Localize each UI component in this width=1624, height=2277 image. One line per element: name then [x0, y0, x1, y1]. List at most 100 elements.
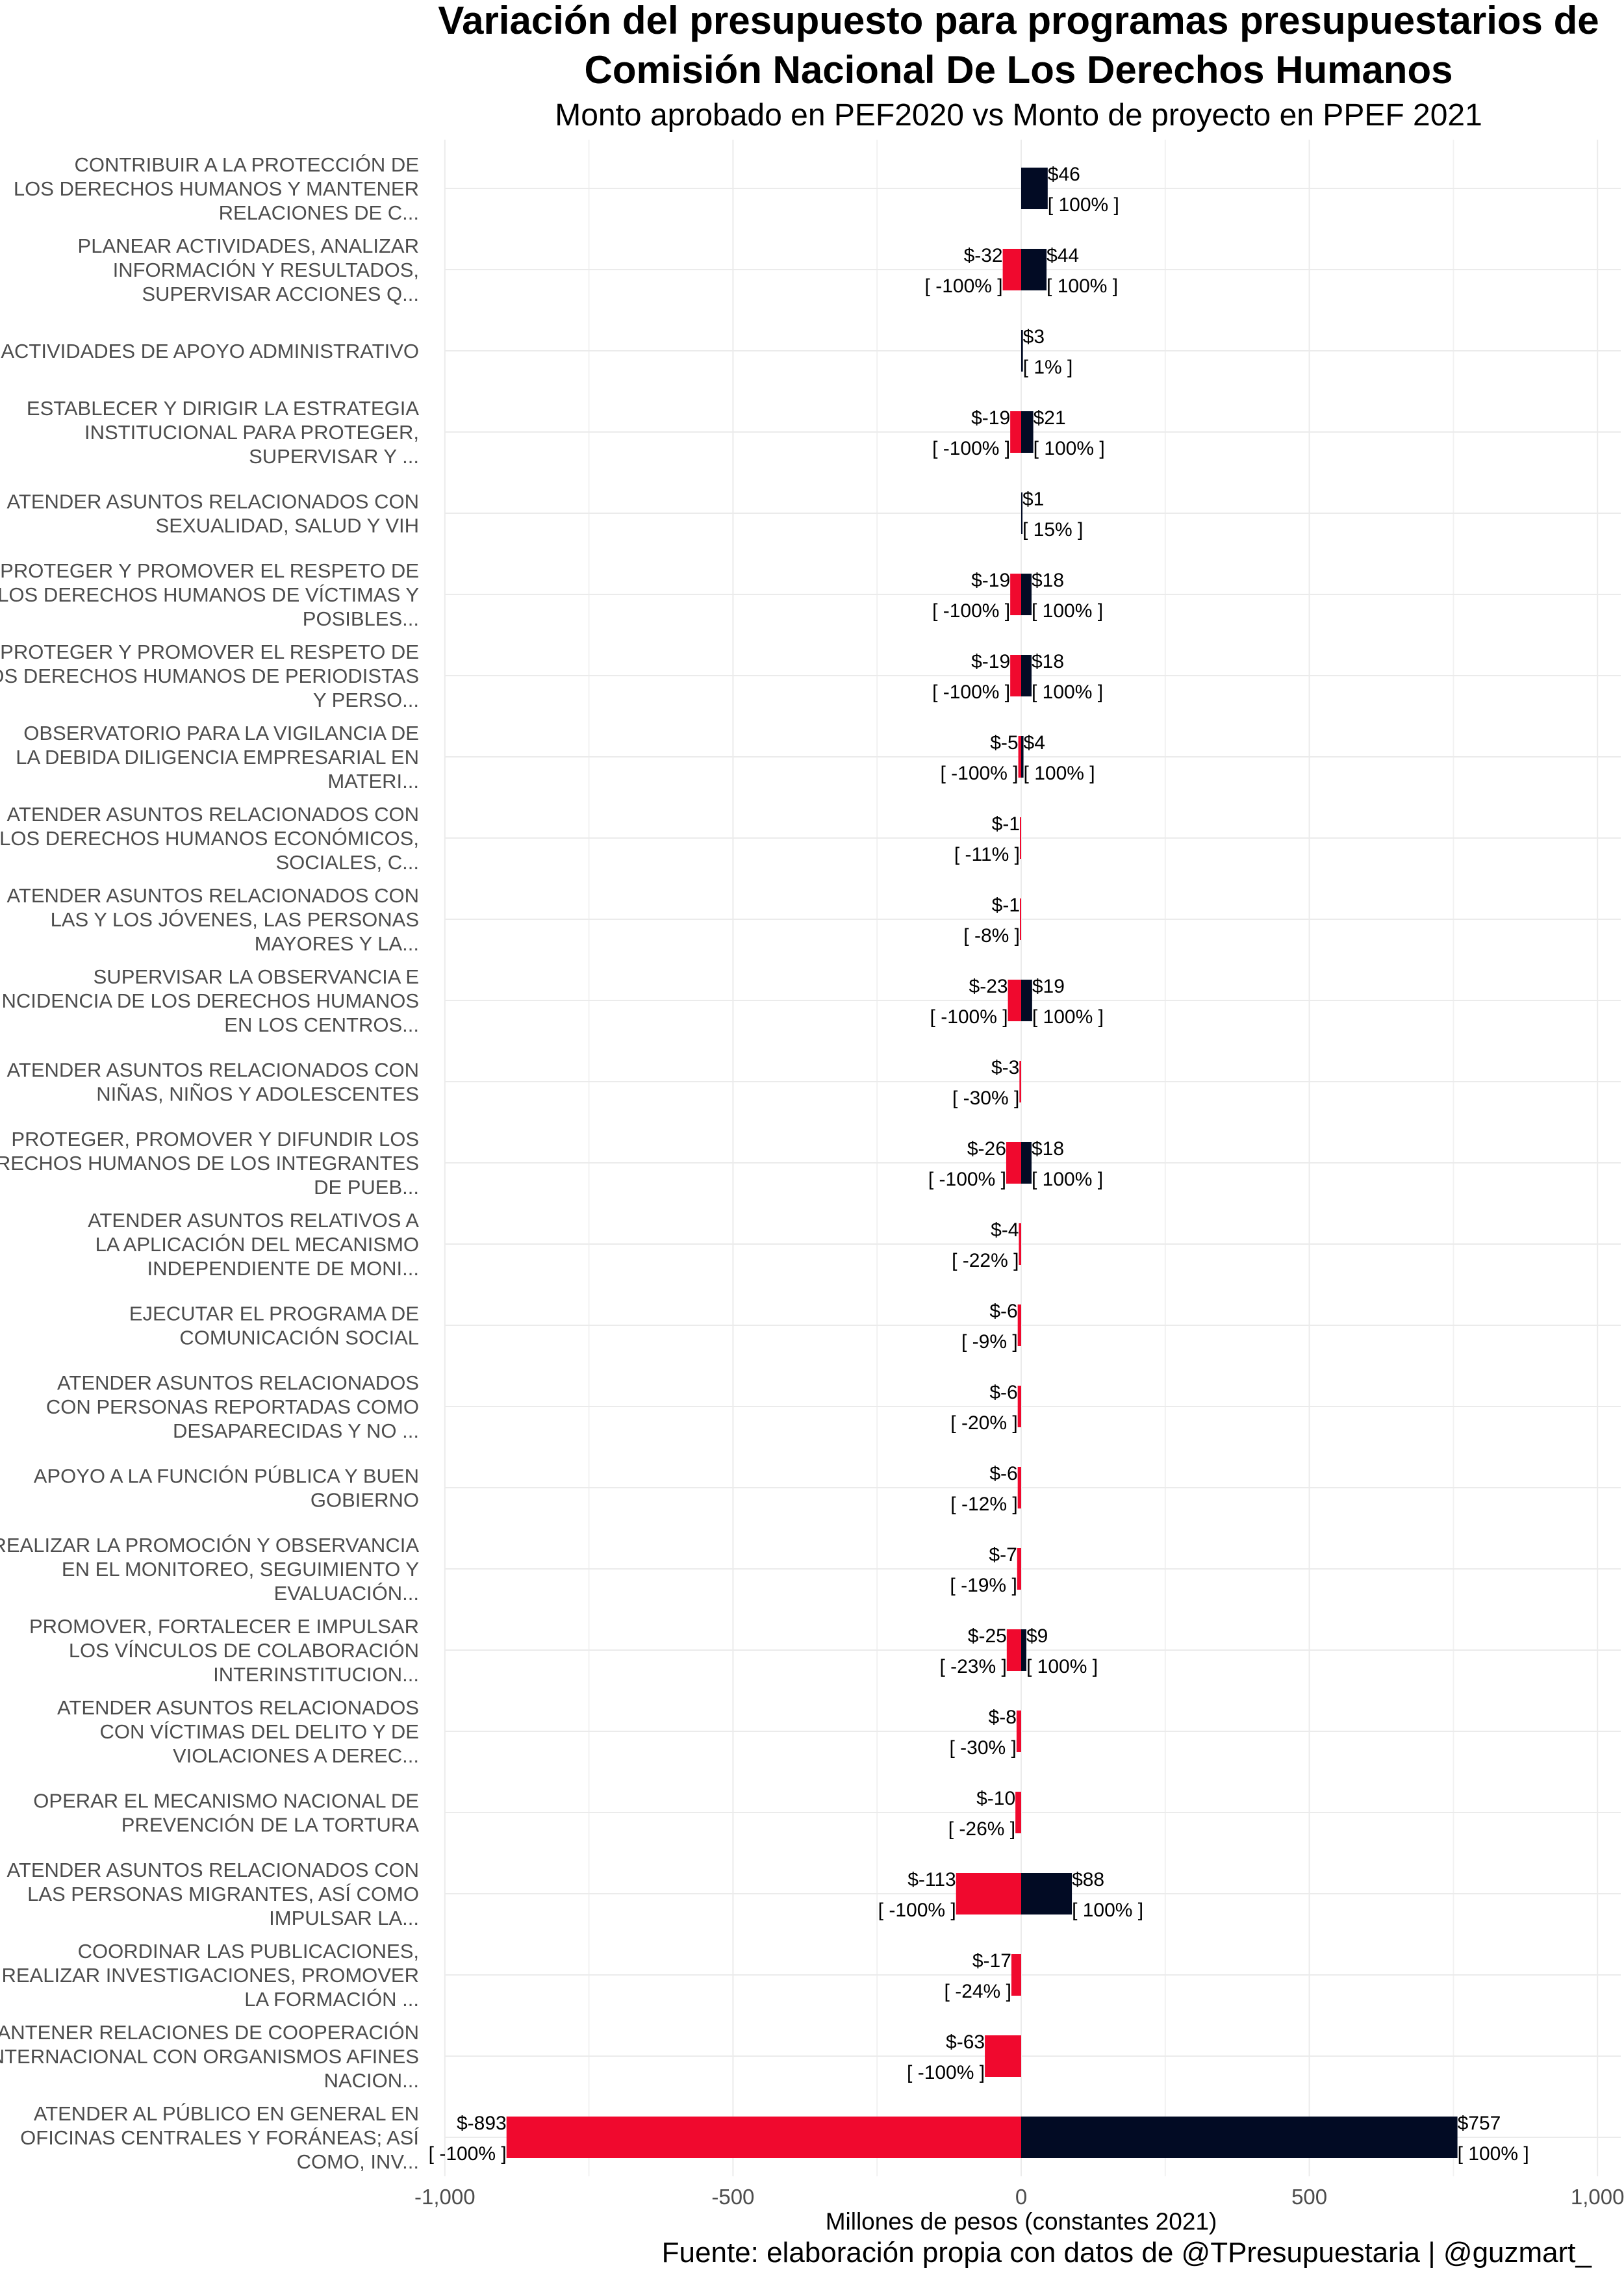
positive-bar	[1021, 330, 1023, 372]
category-label: INFORMACIÓN Y RESULTADOS,	[113, 259, 419, 281]
category-label: INCIDENCIA DE LOS DERECHOS HUMANOS	[0, 989, 419, 1012]
negative-pct-label: [ -100% ]	[429, 2143, 507, 2165]
category-label: COORDINAR LAS PUBLICACIONES,	[78, 1940, 419, 1963]
negative-bar	[1010, 411, 1021, 453]
positive-bar	[1021, 1873, 1072, 1914]
negative-pct-label: [ -30% ]	[950, 1737, 1017, 1759]
positive-bar	[1021, 736, 1024, 778]
negative-value-label: $-113	[907, 1869, 956, 1890]
negative-pct-label: [ -22% ]	[952, 1250, 1019, 1271]
negative-bar	[1015, 1792, 1021, 1833]
category-label: INSTITUCIONAL PARA PROTEGER,	[84, 421, 419, 444]
positive-pct-label: [ 1% ]	[1023, 357, 1073, 378]
positive-bar	[1021, 574, 1032, 615]
category-label: ATENDER ASUNTOS RELACIONADOS	[57, 1371, 419, 1394]
category-label: ATENDER ASUNTOS RELACIONADOS CON	[7, 884, 419, 907]
category-label: COMUNICACIÓN SOCIAL	[179, 1327, 419, 1349]
negative-bar	[1011, 1954, 1021, 1996]
negative-bar	[1019, 1223, 1021, 1265]
positive-bar	[1021, 168, 1048, 209]
category-label: PLANEAR ACTIVIDADES, ANALIZAR	[78, 235, 419, 257]
category-label: EN LOS CENTROS...	[224, 1013, 419, 1036]
category-label: ATENDER ASUNTOS RELACIONADOS CON	[7, 490, 419, 513]
negative-value-label: $-23	[969, 976, 1008, 997]
negative-value-label: $-19	[971, 570, 1010, 591]
positive-bar	[1021, 2117, 1458, 2158]
category-label: LOS VÍNCULOS DE COLABORACIÓN	[69, 1639, 419, 1662]
category-label: ATENDER ASUNTOS RELACIONADOS CON	[7, 1059, 419, 1082]
negative-pct-label: [ -11% ]	[954, 844, 1020, 865]
negative-pct-label: [ -26% ]	[948, 1818, 1015, 1840]
negative-bar	[1006, 1142, 1021, 1184]
negative-value-label: $-4	[991, 1219, 1019, 1241]
negative-value-label: $-1	[992, 895, 1020, 916]
positive-value-label: $18	[1032, 651, 1064, 672]
positive-bar	[1021, 249, 1047, 290]
category-label: APOYO A LA FUNCIÓN PÚBLICA Y BUEN	[34, 1465, 419, 1488]
category-label: REALIZAR LA PROMOCIÓN Y OBSERVANCIA	[0, 1534, 419, 1557]
negative-value-label: $-1	[992, 813, 1020, 835]
negative-bar	[1017, 1386, 1021, 1427]
positive-pct-label: [ 100% ]	[1072, 1900, 1143, 1921]
x-tick-labels-layer: -1,000 -500 0 500 1,000	[414, 2185, 1624, 2209]
positive-pct-label: [ 100% ]	[1047, 275, 1118, 297]
positive-value-label: $757	[1458, 2113, 1501, 2134]
category-label: LOS DERECHOS HUMANOS DE PERIODISTAS	[0, 665, 419, 687]
negative-pct-label: [ -30% ]	[952, 1088, 1019, 1109]
category-label: POSIBLES...	[303, 607, 419, 630]
negative-value-label: $-7	[989, 1544, 1017, 1566]
positive-pct-label: [ 100% ]	[1032, 681, 1103, 703]
positive-value-label: $44	[1047, 245, 1079, 266]
negative-bar	[1008, 980, 1021, 1021]
negative-bar	[1017, 1304, 1021, 1346]
x-tick-label: 1,000	[1571, 2185, 1624, 2209]
category-label: ACTIVIDADES DE APOYO ADMINISTRATIVO	[1, 340, 419, 363]
x-tick-label: 0	[1015, 2185, 1027, 2209]
positive-bar	[1021, 492, 1022, 534]
category-label: ATENDER ASUNTOS RELACIONADOS CON	[7, 803, 419, 826]
negative-bar	[1018, 736, 1021, 778]
negative-pct-label: [ -24% ]	[945, 1981, 1011, 2002]
category-label: MAYORES Y LA...	[255, 932, 419, 955]
positive-bar	[1021, 1629, 1026, 1671]
category-label: ATENDER ASUNTOS RELACIONADOS CON	[7, 1859, 419, 1881]
negative-bar	[506, 2117, 1021, 2158]
positive-pct-label: [ 100% ]	[1034, 438, 1105, 459]
bars-layer	[506, 168, 1458, 2158]
negative-bar	[1019, 1061, 1021, 1102]
negative-value-label: $-6	[989, 1382, 1017, 1403]
positive-pct-label: [ 100% ]	[1032, 1169, 1103, 1190]
positive-pct-label: [ 100% ]	[1032, 1006, 1104, 1028]
category-label: OPERAR EL MECANISMO NACIONAL DE	[33, 1790, 419, 1813]
positive-value-label: $18	[1032, 1138, 1064, 1160]
negative-bar	[1006, 1629, 1021, 1671]
category-label: NACION...	[324, 2069, 419, 2092]
chart-title-line1: Variación del presupuesto para programas…	[438, 0, 1599, 42]
category-label: MATERI...	[327, 770, 419, 793]
positive-value-label: $19	[1032, 976, 1065, 997]
negative-pct-label: [ -12% ]	[950, 1494, 1017, 1515]
positive-value-label: $4	[1024, 732, 1045, 754]
category-label: CONTRIBUIR A LA PROTECCIÓN DE	[74, 153, 419, 176]
negative-value-label: $-893	[457, 2113, 507, 2134]
category-label: PROTEGER Y PROMOVER EL RESPETO DE	[0, 559, 419, 582]
positive-bar	[1021, 1142, 1032, 1184]
category-label: SEXUALIDAD, SALUD Y VIH	[156, 515, 419, 537]
negative-bar	[1016, 1711, 1021, 1752]
positive-value-label: $88	[1072, 1869, 1104, 1890]
positive-value-label: $1	[1022, 489, 1044, 510]
negative-value-label: $-6	[989, 1463, 1017, 1484]
negative-pct-label: [ -9% ]	[961, 1331, 1018, 1353]
category-label: INDEPENDIENTE DE MONI...	[147, 1257, 419, 1280]
category-label: SOCIALES, C...	[275, 851, 419, 874]
category-label: INTERINSTITUCION...	[213, 1663, 419, 1686]
negative-bar	[985, 2035, 1021, 2077]
x-tick-label: -1,000	[414, 2185, 476, 2209]
negative-pct-label: [ -100% ]	[932, 438, 1010, 459]
category-label: CON PERSONAS REPORTADAS COMO	[46, 1395, 419, 1418]
negative-value-label: $-32	[964, 245, 1003, 266]
positive-bar	[1021, 655, 1032, 696]
negative-value-label: $-17	[972, 1950, 1011, 1972]
